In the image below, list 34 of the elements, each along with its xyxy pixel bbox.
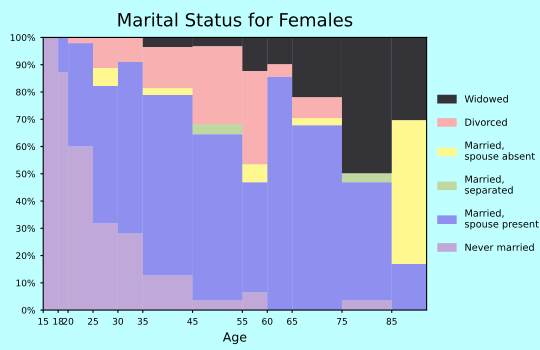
bar (342, 173, 392, 182)
x-tick-label: 20 (63, 318, 74, 325)
y-tick-label: 100% (10, 34, 36, 42)
bar (392, 120, 427, 264)
chart-title: Marital Status for Females (118, 12, 352, 27)
legend-label: Never married (465, 243, 534, 251)
legend-label: Married, separated (464, 175, 513, 196)
x-tick-label: 85 (386, 318, 397, 325)
y-tick-label: 90% (16, 61, 36, 68)
x-tick-label: 65 (287, 318, 298, 325)
x-tick-label: 45 (187, 318, 198, 325)
x-tick-label: 60 (262, 318, 272, 325)
x-tick-label: 18 (53, 318, 64, 325)
x-tick-label: 35 (138, 318, 148, 325)
x-tick-label: 25 (88, 318, 98, 325)
x-tick-label: 55 (237, 318, 248, 325)
y-tick-label: 40% (16, 198, 36, 205)
x-axis-title: Age (222, 332, 246, 344)
y-tick-label: 70% (16, 116, 36, 123)
x-tick-label: 15 (38, 318, 48, 325)
legend-label: Married, spouse present (464, 209, 539, 230)
x-tick-label: 75 (336, 318, 347, 325)
y-tick-label: 60% (16, 143, 36, 150)
y-tick-label: 20% (16, 252, 36, 260)
x-tick-label: 30 (112, 318, 124, 325)
legend-label: Widowed (464, 95, 508, 103)
y-tick-label: 80% (16, 88, 36, 96)
legend-label: Married, spouse absent (464, 141, 535, 162)
y-tick-label: 30% (16, 225, 36, 232)
legend-label: Divorced (465, 118, 507, 126)
bar (192, 124, 242, 134)
y-tick-label: 10% (16, 280, 36, 286)
y-tick-label: 0% (22, 306, 36, 314)
y-tick-label: 50% (16, 170, 36, 178)
